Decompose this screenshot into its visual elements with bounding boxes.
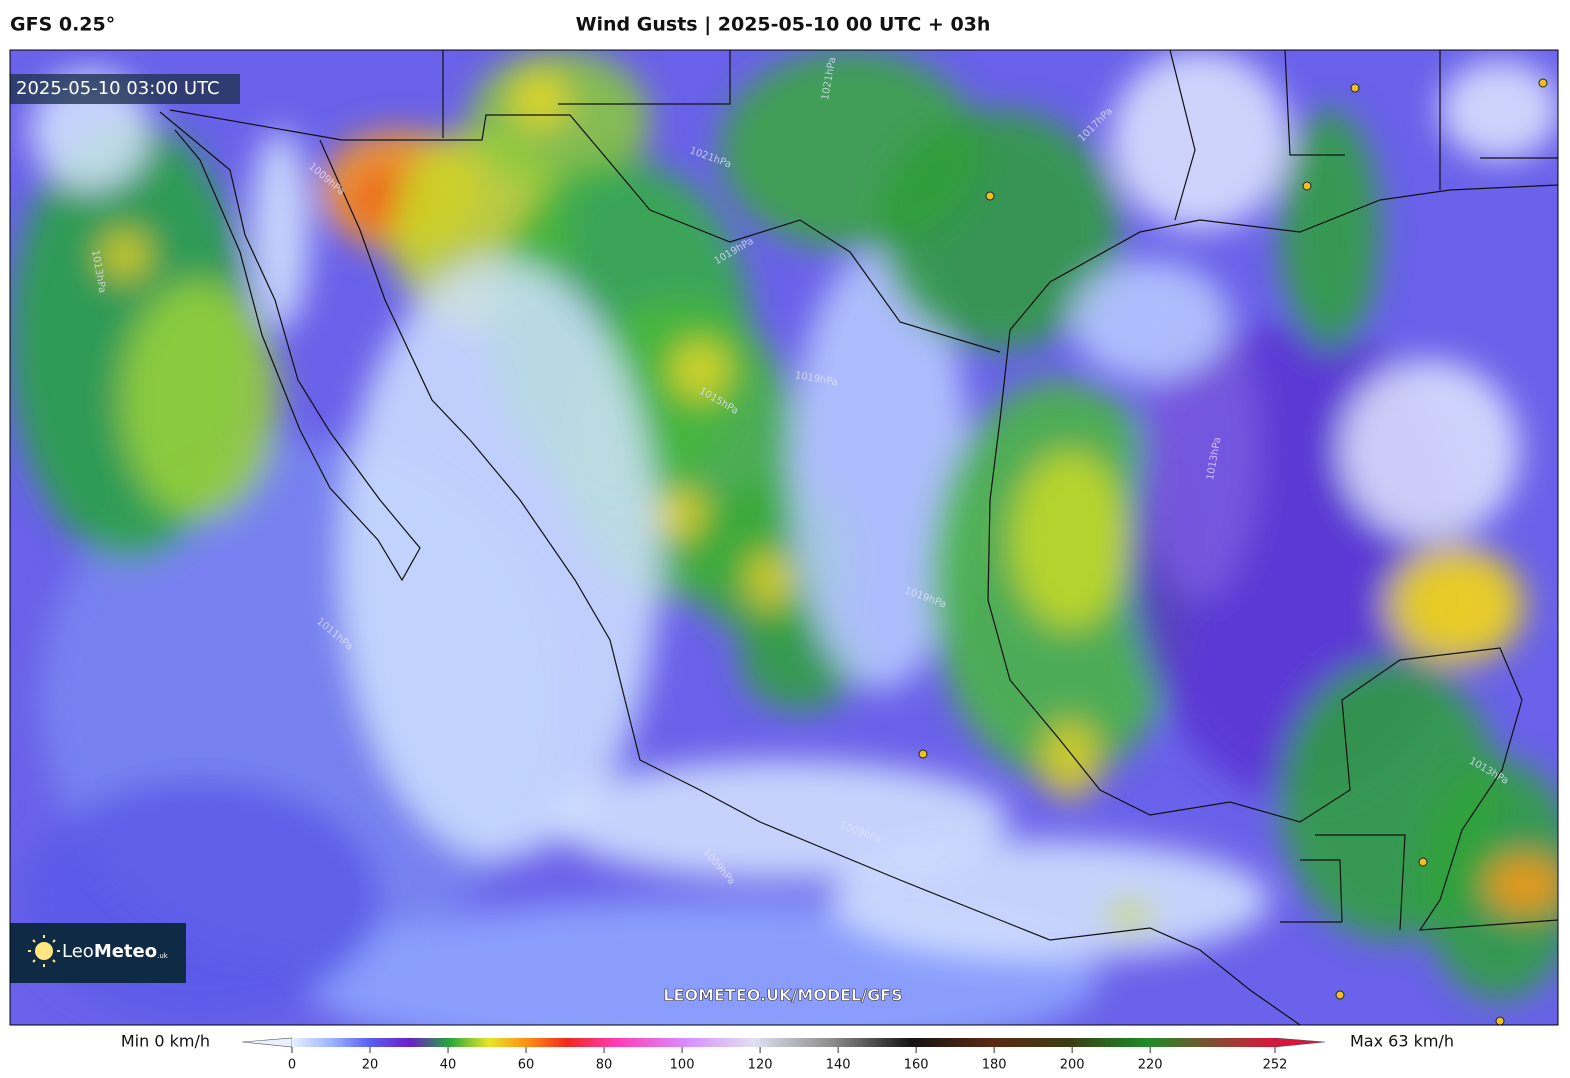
colorbar-tick-label: 160 <box>904 1058 929 1073</box>
wind-patch <box>250 130 310 330</box>
wind-patch <box>1105 900 1155 930</box>
colorbar-min-arrow <box>241 1037 293 1048</box>
colorbar-tick-label: 80 <box>596 1058 613 1073</box>
wind-patch <box>340 260 660 860</box>
map-frame <box>9 49 1559 1026</box>
city-dot <box>1302 181 1312 191</box>
colorbar-scale <box>292 1038 1275 1047</box>
map: 1009hPa1013hPa1021hPa1021hPa1017hPa1019h… <box>10 50 1558 1025</box>
watermark: LEOMETEO.UK/MODEL/GFS <box>663 986 902 1005</box>
colorbar-tick-label: 140 <box>826 1058 851 1073</box>
wind-patch <box>120 280 280 520</box>
map-title: Wind Gusts | 2025-05-10 00 UTC + 03h <box>576 14 991 36</box>
wind-patch <box>1440 60 1558 160</box>
wind-patch <box>745 550 795 610</box>
wind-patch <box>20 780 380 1020</box>
wind-patch <box>1485 855 1558 915</box>
colorbar-tick-label: 252 <box>1263 1058 1288 1073</box>
wind-patch <box>1010 450 1130 630</box>
cities <box>918 78 1548 1025</box>
wind-patch <box>1070 260 1230 380</box>
city-dot <box>985 191 995 201</box>
logo-light: Leo <box>62 941 94 962</box>
wind-patch <box>650 490 710 540</box>
colorbar-tick-label: 220 <box>1138 1058 1163 1073</box>
city-dot <box>1350 83 1360 93</box>
logo-sun <box>35 942 53 960</box>
city-dot <box>918 749 928 759</box>
colorbar-tick-label: 0 <box>288 1058 296 1073</box>
colorbar-tick-label: 100 <box>670 1058 695 1073</box>
wind-patch <box>1280 660 1500 940</box>
city-dot <box>1495 1016 1505 1025</box>
wind-patch <box>1110 50 1290 230</box>
colorbar-tick-label: 60 <box>518 1058 535 1073</box>
logo-rays <box>28 935 60 967</box>
colorbar-max-arrow <box>1274 1037 1326 1048</box>
wind-patch <box>670 340 730 400</box>
wind-patch <box>790 250 970 690</box>
wind-patch <box>830 840 1270 960</box>
colorbar-tick-label: 180 <box>982 1058 1007 1073</box>
model-name: GFS 0.25° <box>10 14 115 36</box>
city-dot <box>1335 990 1345 1000</box>
colorbar-tick-label: 20 <box>362 1058 379 1073</box>
logo-suffix: .uk <box>157 952 169 960</box>
min-label: Min 0 km/h <box>121 1032 210 1051</box>
logo-text: LeoMeteo.uk <box>62 941 169 962</box>
colorbar-tick-label: 200 <box>1060 1058 1085 1073</box>
coastlines <box>159 50 1558 1025</box>
wind-patch <box>510 70 570 130</box>
logo-bold: Meteo <box>94 941 157 962</box>
colorbar-tick-label: 40 <box>440 1058 457 1073</box>
valid-time: 2025-05-10 03:00 UTC <box>16 78 220 99</box>
colorbar-tick-label: 120 <box>748 1058 773 1073</box>
city-dot <box>1418 857 1428 867</box>
city-dot <box>1538 78 1548 88</box>
wind-patch <box>100 230 150 280</box>
max-label: Max 63 km/h <box>1350 1032 1454 1051</box>
wind-patch <box>1340 360 1520 540</box>
wind-patch <box>1040 720 1100 800</box>
wind-field <box>10 50 1558 1025</box>
colorbar: Min 0 km/h Max 63 km/h 0 20 40 60 80 100 120 14… <box>121 1032 1454 1073</box>
time-box <box>10 74 240 104</box>
wind-patch <box>550 760 1010 880</box>
wind-patch <box>880 110 1120 350</box>
wind-patch <box>1280 110 1380 350</box>
wind-patch <box>1385 545 1525 665</box>
